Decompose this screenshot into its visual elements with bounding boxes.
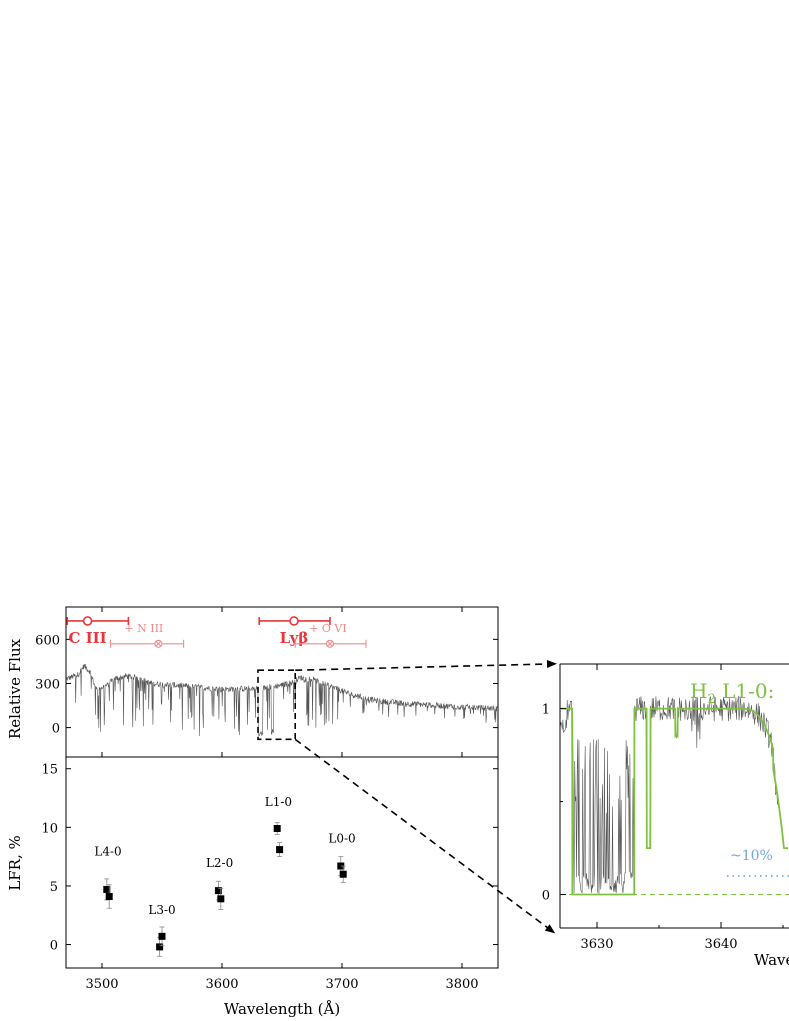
zoom-x-tick-label: 3630 bbox=[580, 937, 613, 952]
lfr-x-tick-label: 3600 bbox=[205, 977, 238, 992]
lfr-point bbox=[156, 943, 164, 951]
zoom-x-label: Wave bbox=[754, 951, 789, 969]
lfr-point-label: L4-0 bbox=[94, 844, 121, 858]
zoom-connector-top bbox=[295, 663, 549, 672]
lfr-point bbox=[214, 887, 222, 895]
spectrum-y-axis: 0 300 600 bbox=[35, 607, 498, 757]
spectrum-y-tick-label: 600 bbox=[35, 633, 60, 648]
zoom-panel: 3630 3640 0 1 H2 L1-0: ~10% Wave bbox=[542, 663, 789, 969]
zoom-x-tick-label: 3640 bbox=[704, 937, 737, 952]
spectrum-line bbox=[66, 663, 498, 738]
emission-line-label: Lyβ bbox=[280, 629, 309, 647]
h2-model-line bbox=[560, 707, 788, 896]
spectrum-y-tick-label: 300 bbox=[35, 677, 60, 692]
zoom-arrow-bottom bbox=[544, 924, 556, 934]
zoom-y-tick-label: 0 bbox=[542, 889, 550, 904]
lfr-point bbox=[217, 895, 225, 903]
x-axis-label: Wavelength (Å) bbox=[224, 1000, 340, 1018]
h2-symbol: H bbox=[690, 679, 707, 703]
spectrum-y-label: Relative Flux bbox=[6, 638, 24, 739]
h2-band: L1-0: bbox=[716, 679, 775, 703]
lfr-y-tick-label: 15 bbox=[41, 763, 58, 778]
zoom-axes: 3630 3640 0 1 bbox=[542, 664, 784, 952]
emission-center-marker bbox=[289, 616, 299, 626]
h2-subscript: 2 bbox=[707, 692, 715, 707]
lfr-point-label: L1-0 bbox=[265, 795, 292, 809]
lfr-point bbox=[276, 846, 284, 854]
h2-model-label: H2 L1-0: bbox=[690, 679, 774, 707]
emission-center-cross bbox=[155, 641, 162, 647]
lfr-y-tick-label: 5 bbox=[50, 880, 58, 895]
lfr-point bbox=[158, 932, 166, 940]
spectrum-panel: 0 300 600 C III + N III Lyβ+ O VI Relative F… bbox=[6, 606, 499, 758]
lfr-y-label: LFR, % bbox=[6, 835, 24, 890]
lfr-x-tick-label: 3700 bbox=[325, 977, 358, 992]
lfr-point-label: L2-0 bbox=[206, 856, 233, 870]
emission-line-label: + O VI bbox=[309, 622, 347, 635]
lfr-axes: 3500 3600 3700 3800 0 5 10 15 bbox=[41, 763, 498, 992]
emission-center-marker bbox=[82, 616, 93, 626]
lfr-y-tick-label: 10 bbox=[41, 821, 58, 836]
lfr-point bbox=[339, 870, 347, 878]
lfr-points bbox=[103, 822, 347, 957]
zoom-box bbox=[257, 669, 297, 741]
lfr-x-tick-label: 3800 bbox=[445, 977, 478, 992]
emission-center-cross bbox=[327, 641, 333, 647]
lfr-y-tick-label: 0 bbox=[50, 939, 58, 954]
ten-percent-label: ~10% bbox=[730, 848, 773, 864]
lfr-point-label: L0-0 bbox=[328, 832, 355, 846]
emission-line-label: + N III bbox=[124, 622, 163, 635]
zoom-connector-bottom bbox=[294, 738, 549, 929]
emission-line-markers: C III + N III Lyβ+ O VI bbox=[66, 616, 367, 648]
lfr-point-label: L3-0 bbox=[148, 903, 175, 917]
lfr-point bbox=[273, 825, 281, 833]
lfr-point bbox=[105, 892, 113, 900]
emission-line-label: C III bbox=[68, 629, 106, 647]
zoom-arrow-top bbox=[546, 660, 557, 669]
spectrum-y-tick-label: 0 bbox=[52, 722, 60, 737]
zoom-spectrum-line bbox=[560, 695, 788, 895]
lfr-frame-box bbox=[65, 756, 499, 969]
lfr-point bbox=[103, 885, 111, 893]
zoom-y-tick-label: 1 bbox=[542, 703, 550, 718]
lfr-x-tick-label: 3500 bbox=[85, 977, 118, 992]
lfr-point-labels: L4-0 L3-0 L2-0 L1-0 L0-0 bbox=[94, 795, 355, 917]
